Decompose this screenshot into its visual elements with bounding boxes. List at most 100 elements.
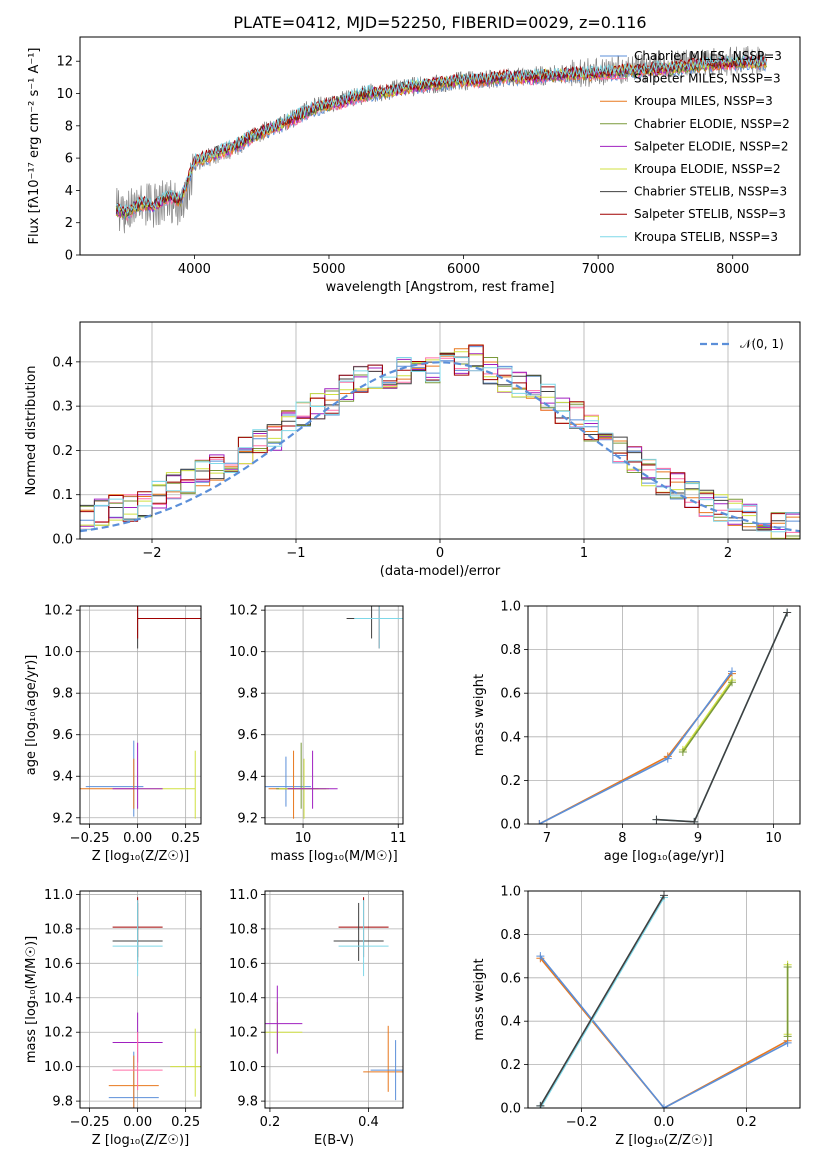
weight-line	[539, 894, 665, 1107]
panel-5: −0.25 0.00 0.25 9.8 10.0 10.2 10.4 10.6 10.8 11.0…	[24, 888, 202, 1148]
weight-line	[682, 681, 733, 753]
y-tick-label: 10.8	[44, 922, 73, 937]
x-tick-label: 4000	[178, 262, 211, 277]
x-axis-label: wavelength [Angstrom, rest frame]	[326, 280, 555, 295]
axes-frame	[79, 605, 202, 825]
weight-marker	[660, 1104, 668, 1108]
y-tick-label: 9.6	[52, 728, 73, 743]
y-axis-label: mass weight	[472, 674, 487, 756]
normal-pdf-line	[80, 361, 800, 533]
y-tick-label: 4	[65, 184, 73, 199]
plot-area	[535, 608, 792, 824]
y-tick-label: 12	[56, 55, 73, 70]
x-axis-label: Z [log₁₀(Z/Z☉)]	[92, 849, 189, 864]
y-tick-label: 1.0	[500, 600, 521, 615]
x-tick-label: −1	[286, 546, 305, 561]
y-tick-label: 0.6	[500, 687, 521, 702]
plot-area	[108, 897, 201, 1108]
y-tick-label: 10.8	[229, 922, 258, 937]
x-tick-label: 10	[765, 831, 782, 846]
legend-label: Chabrier ELODIE, NSSP=2	[634, 117, 790, 131]
x-axis-label: mass [log₁₀(M/M☉)]	[270, 849, 397, 864]
y-tick-label: 0	[65, 249, 73, 264]
y-tick-label: 9.4	[52, 770, 73, 785]
axes-frame	[527, 605, 801, 825]
model-spectrum-line	[115, 56, 767, 218]
legend-label: Chabrier MILES, NSSP=3	[634, 49, 782, 63]
x-tick-label: 1	[580, 546, 588, 561]
y-tick-label: 9.8	[52, 687, 73, 702]
y-tick-label: 10.0	[229, 645, 258, 660]
x-axis-label: Z [log₁₀(Z/Z☉)]	[92, 1133, 189, 1148]
y-tick-label: 0.0	[500, 1102, 521, 1117]
y-tick-label: 10.2	[44, 604, 73, 619]
y-tick-label: 0.0	[52, 533, 73, 548]
y-tick-label: 10.2	[44, 1026, 73, 1041]
weight-line	[539, 957, 788, 1108]
y-tick-label: 9.2	[52, 811, 73, 826]
x-tick-label: 0.2	[736, 1115, 757, 1130]
legend: Chabrier MILES, NSSP=3 Salpeter MILES, NS…	[600, 49, 790, 244]
legend-label: Chabrier STELIB, NSSP=3	[634, 185, 787, 199]
plot-area	[80, 606, 201, 819]
y-tick-label: 0.8	[500, 928, 521, 943]
x-tick-label: 6000	[447, 262, 480, 277]
y-tick-label: 9.4	[237, 770, 258, 785]
x-tick-label: 5000	[312, 262, 345, 277]
y-tick-label: 10.6	[229, 957, 258, 972]
weight-marker	[536, 1101, 545, 1108]
legend-label: Salpeter STELIB, NSSP=3	[634, 207, 786, 221]
y-tick-label: 10.2	[229, 604, 258, 619]
panel-3: 10 11 9.2 9.4 9.6 9.8 10.0 10.2 mass [log₁₀(M/M☉…	[229, 604, 407, 864]
plot-area	[536, 891, 792, 1108]
y-tick-label: 0.2	[52, 444, 73, 459]
histogram-step	[80, 354, 800, 533]
y-axis-label: Normed distribution	[24, 366, 39, 496]
legend-label: Kroupa STELIB, NSSP=3	[634, 230, 778, 244]
x-tick-label: −0.2	[566, 1115, 598, 1130]
y-tick-label: 0.2	[500, 774, 521, 789]
axes-frame	[79, 321, 801, 540]
y-tick-label: 10.4	[44, 991, 73, 1006]
x-tick-label: 8000	[716, 262, 749, 277]
x-tick-label: 11	[390, 831, 407, 846]
y-tick-label: 11.0	[229, 888, 258, 903]
y-tick-label: 0.4	[500, 1015, 521, 1030]
axes-frame	[264, 605, 404, 825]
y-tick-label: 0.4	[500, 730, 521, 745]
y-tick-label: 0.0	[500, 818, 521, 833]
panel-4: 7 8 9 10 0.0 0.2 0.4 0.6 0.8 1.0 age [log₁₀(age/yr…	[472, 600, 801, 864]
y-tick-label: 10.0	[229, 1060, 258, 1075]
y-tick-label: 9.2	[237, 811, 258, 826]
y-tick-label: 2	[65, 216, 73, 231]
y-axis-label: age [log₁₀(age/yr)]	[24, 655, 39, 776]
legend-label: 𝒩(0, 1)	[740, 337, 784, 351]
y-tick-label: 11.0	[44, 888, 73, 903]
legend: 𝒩(0, 1)	[700, 337, 784, 351]
plot-area	[265, 606, 403, 819]
y-tick-label: 0.8	[500, 643, 521, 658]
weight-line	[656, 612, 788, 823]
y-tick-label: 9.8	[52, 1095, 73, 1110]
y-tick-label: 9.8	[237, 1095, 258, 1110]
figure-title: PLATE=0412, MJD=52250, FIBERID=0029, z=0…	[233, 13, 646, 32]
weight-marker	[783, 962, 792, 971]
x-tick-label: 8	[618, 831, 626, 846]
weight-marker	[728, 667, 736, 676]
x-tick-label: −0.25	[70, 1115, 110, 1130]
weight-marker	[783, 1032, 792, 1041]
legend-label: Kroupa ELODIE, NSSP=2	[634, 162, 781, 176]
plot-area	[265, 897, 403, 1101]
axes-frame	[527, 890, 801, 1109]
y-axis-label: Flux [fλ10⁻¹⁷ erg cm⁻² s⁻¹ A⁻¹]	[27, 48, 42, 245]
x-axis-label: (data-model)/error	[380, 564, 501, 579]
panel-2: −0.25 0.00 0.25 9.2 9.4 9.6 9.8 10.0 10.2 Z [log₁…	[24, 604, 202, 864]
y-tick-label: 8	[65, 119, 73, 134]
y-tick-label: 0.6	[500, 971, 521, 986]
y-tick-label: 1.0	[500, 885, 521, 900]
y-tick-label: 6	[65, 152, 73, 167]
legend-label: Salpeter MILES, NSSP=3	[634, 72, 781, 86]
weight-marker	[652, 815, 661, 824]
legend-label: Salpeter ELODIE, NSSP=2	[634, 139, 789, 153]
x-tick-label: 0.0	[654, 1115, 675, 1130]
